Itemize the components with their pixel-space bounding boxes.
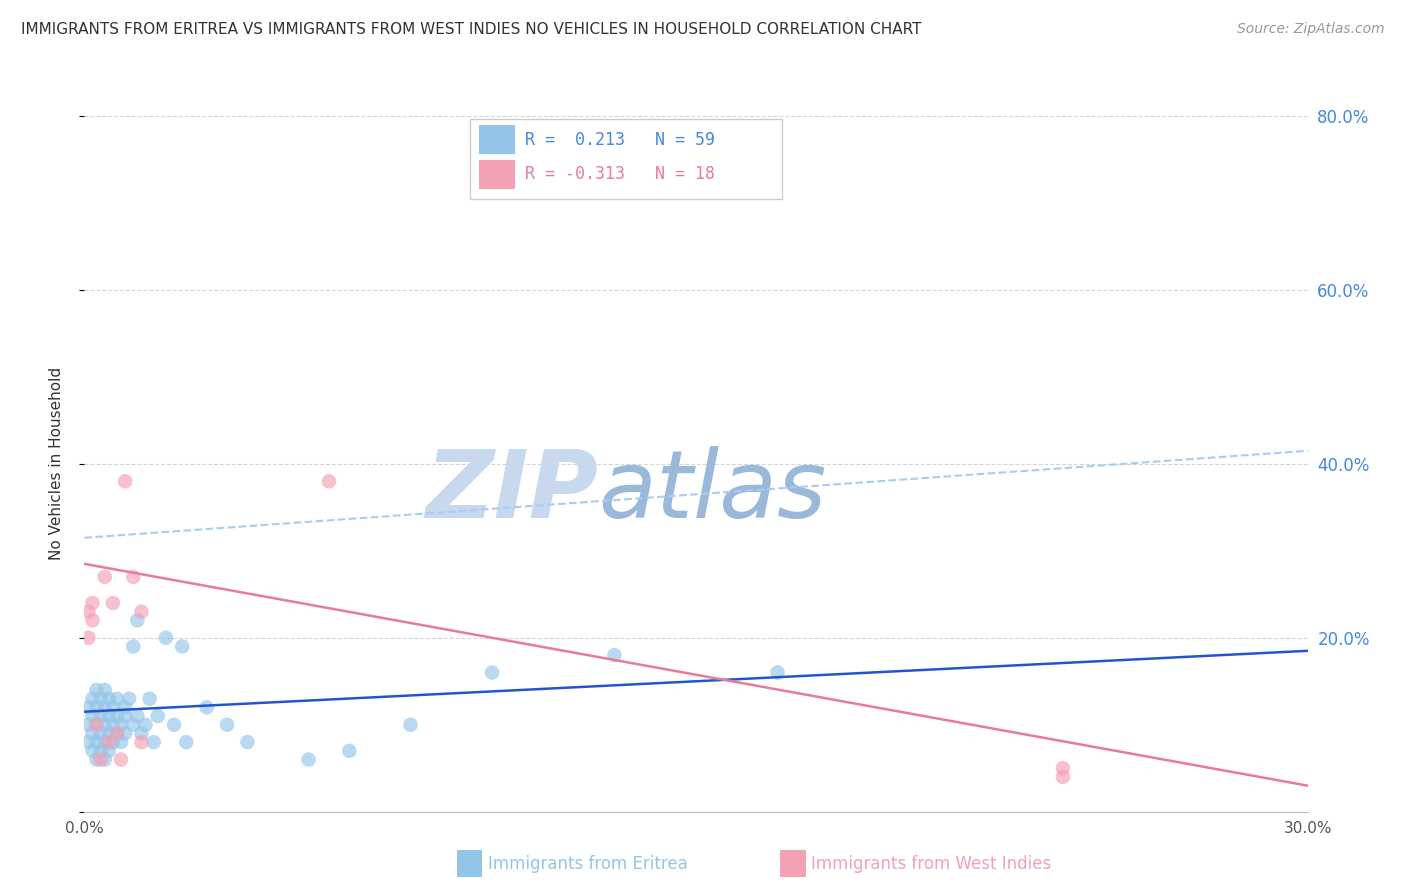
Point (298, 753, 321, 767)
Point (138, 691, 160, 706)
FancyBboxPatch shape (479, 160, 515, 189)
Point (142, 735, 165, 749)
Point (110, 735, 132, 749)
Point (97, 744, 120, 758)
Point (155, 631, 177, 645)
Point (101, 700, 124, 714)
Point (318, 474, 340, 488)
Point (93, 753, 117, 767)
Point (93, 717, 117, 731)
Point (131, 605, 153, 619)
Point (1052, 761, 1074, 775)
Point (105, 726, 128, 740)
Point (101, 717, 124, 731)
Point (97, 709, 120, 723)
Point (122, 717, 145, 731)
Point (82, 614, 104, 628)
Y-axis label: No Vehicles in Household: No Vehicles in Household (49, 368, 63, 560)
Text: Immigrants from Eritrea: Immigrants from Eritrea (488, 855, 688, 873)
Point (135, 717, 157, 731)
Point (82, 709, 104, 723)
Point (93, 700, 117, 714)
Point (110, 753, 132, 767)
Point (90, 709, 112, 723)
Point (105, 709, 128, 723)
Point (77, 605, 100, 619)
Point (86, 753, 108, 767)
Point (176, 735, 198, 749)
Point (217, 717, 239, 731)
Point (236, 735, 259, 749)
Point (101, 735, 124, 749)
Point (399, 717, 422, 731)
Point (86, 683, 108, 698)
Point (86, 717, 108, 731)
Point (86, 717, 108, 731)
Point (603, 648, 626, 662)
Point (105, 726, 128, 740)
Point (93, 683, 117, 698)
Point (93, 735, 117, 749)
Point (114, 709, 136, 723)
Point (131, 735, 153, 749)
Point (82, 691, 104, 706)
Text: IMMIGRANTS FROM ERITREA VS IMMIGRANTS FROM WEST INDIES NO VEHICLES IN HOUSEHOLD : IMMIGRANTS FROM ERITREA VS IMMIGRANTS FR… (21, 22, 921, 37)
Point (90, 753, 112, 767)
Point (77, 631, 100, 645)
Point (114, 700, 136, 714)
Point (114, 474, 136, 488)
Point (90, 691, 112, 706)
Point (172, 640, 194, 654)
Text: ZIP: ZIP (425, 446, 598, 538)
Point (163, 717, 186, 731)
Point (82, 744, 104, 758)
Point (77, 717, 100, 731)
FancyBboxPatch shape (479, 125, 515, 154)
Point (766, 665, 789, 680)
Point (82, 596, 104, 610)
Point (131, 726, 153, 740)
Point (114, 726, 136, 740)
Point (97, 735, 120, 749)
Point (82, 726, 104, 740)
Point (1052, 770, 1074, 784)
Point (122, 640, 145, 654)
Point (195, 700, 218, 714)
Point (127, 709, 149, 723)
Point (118, 691, 141, 706)
Point (86, 735, 108, 749)
Point (93, 570, 117, 584)
Point (339, 744, 361, 758)
Point (77, 735, 100, 749)
Text: Source: ZipAtlas.com: Source: ZipAtlas.com (1237, 22, 1385, 37)
Point (122, 570, 145, 584)
Point (105, 691, 128, 706)
Point (97, 691, 120, 706)
Point (110, 717, 132, 731)
Point (101, 596, 124, 610)
Point (90, 726, 112, 740)
Text: R = -0.313   N = 18: R = -0.313 N = 18 (524, 165, 714, 183)
FancyBboxPatch shape (470, 120, 782, 200)
Point (481, 665, 503, 680)
Text: R =  0.213   N = 59: R = 0.213 N = 59 (524, 131, 714, 149)
Point (77, 700, 100, 714)
Point (86, 700, 108, 714)
Point (127, 614, 149, 628)
Text: atlas: atlas (598, 446, 827, 537)
Point (90, 744, 112, 758)
Point (146, 709, 169, 723)
Point (97, 726, 120, 740)
Text: Immigrants from West Indies: Immigrants from West Indies (811, 855, 1052, 873)
